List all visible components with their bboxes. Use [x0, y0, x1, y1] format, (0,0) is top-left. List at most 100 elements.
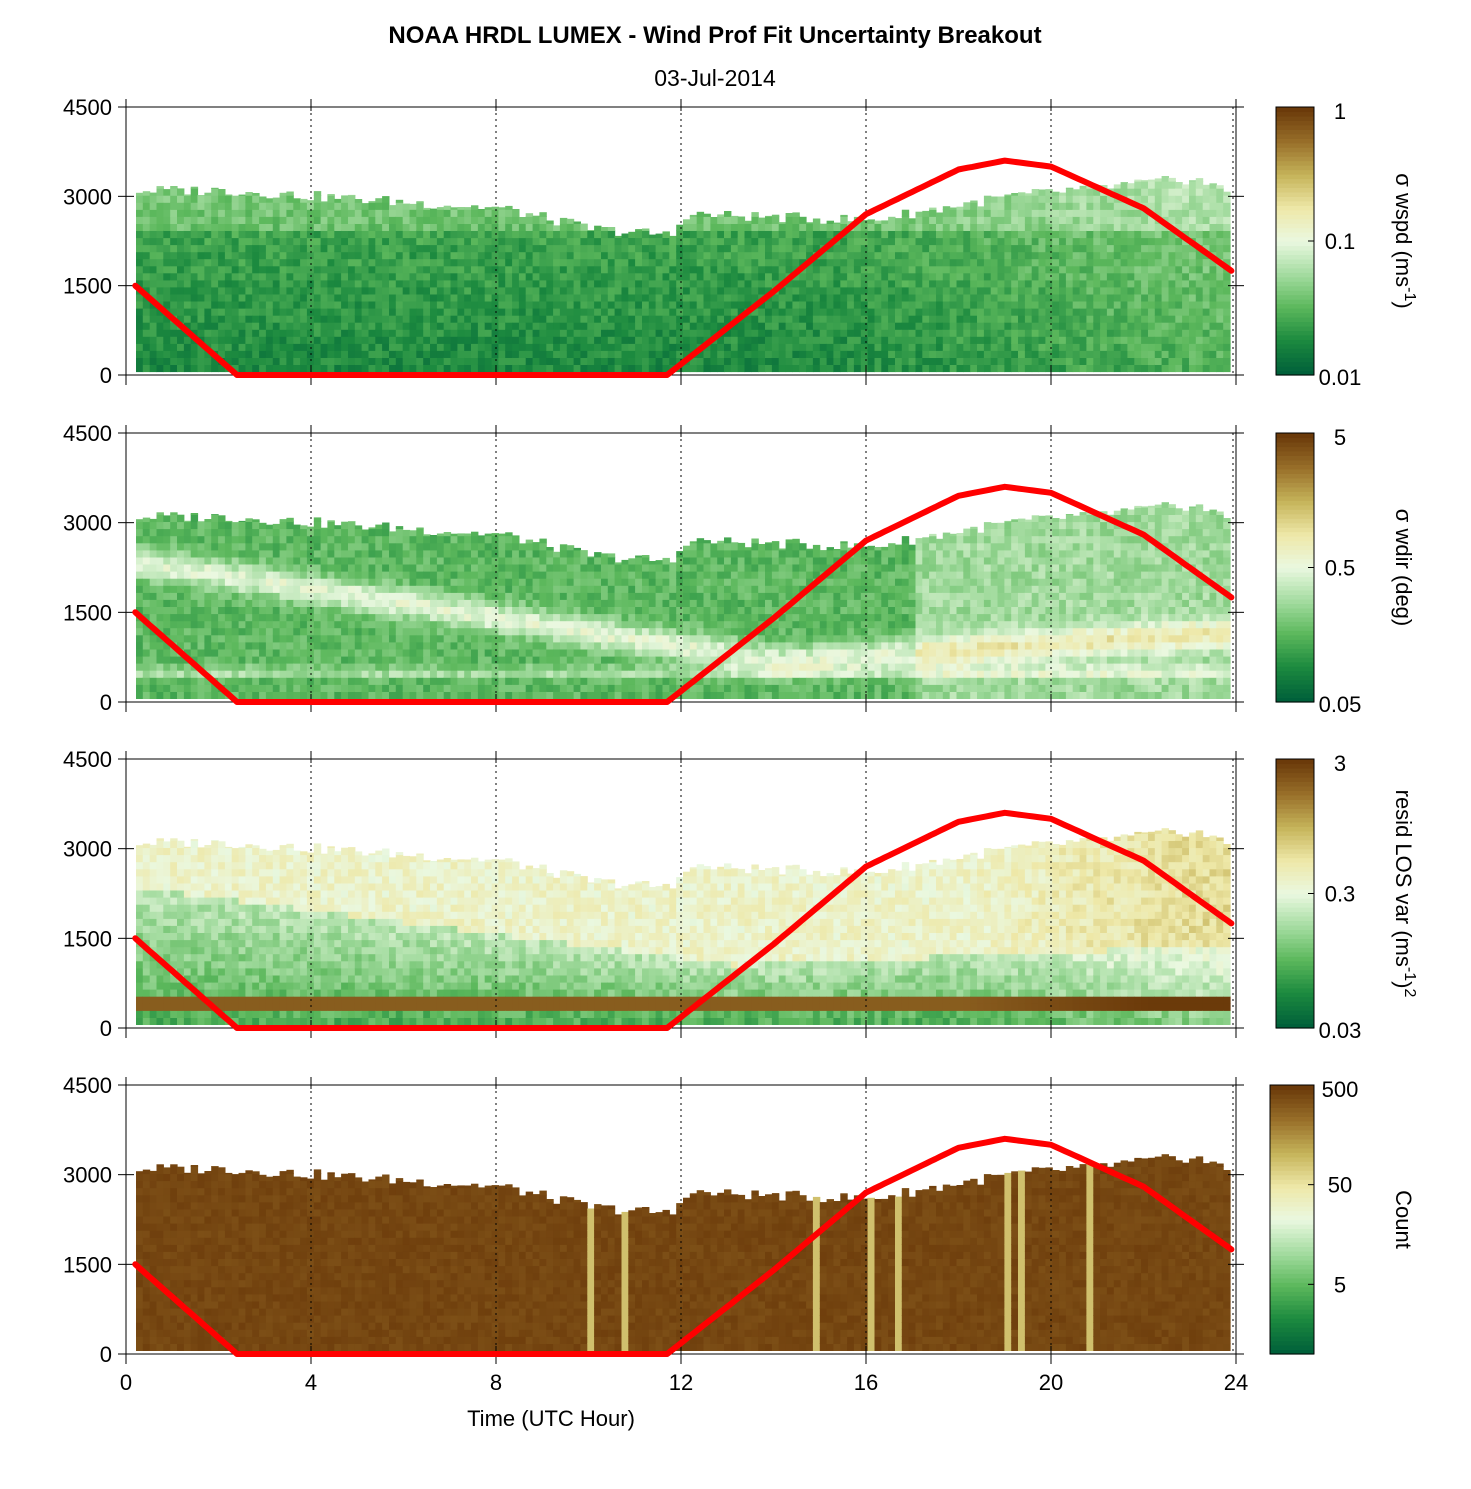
heatmap-cell — [669, 251, 677, 260]
heatmap-cell — [867, 286, 875, 295]
heatmap-cell — [1093, 251, 1101, 260]
heatmap-cell — [327, 329, 335, 337]
heatmap-cell — [908, 329, 916, 337]
heatmap-cell — [771, 329, 780, 337]
heatmap-cell — [518, 357, 527, 365]
heatmap-cell — [190, 286, 199, 295]
heatmap-cell — [1175, 300, 1183, 309]
heatmap-cell — [744, 220, 752, 224]
heatmap-cell — [238, 535, 246, 544]
heatmap-cell — [908, 230, 916, 239]
heatmap-cell — [204, 677, 212, 685]
heatmap-cell — [286, 300, 294, 309]
heatmap-cell — [170, 230, 178, 239]
heatmap-cell — [300, 286, 308, 295]
heatmap-cell — [279, 343, 287, 351]
heatmap-cell — [382, 522, 390, 530]
heatmap-cell — [1045, 189, 1053, 196]
heatmap-cell — [265, 556, 274, 565]
heatmap-cell — [1134, 223, 1142, 231]
heatmap-cell — [1120, 329, 1128, 337]
heatmap-cell — [293, 578, 301, 586]
heatmap-cell — [546, 220, 554, 224]
heatmap-cell — [922, 343, 930, 351]
heatmap-cell — [348, 620, 356, 629]
heatmap-cell — [1175, 223, 1183, 231]
heatmap-cell — [136, 279, 144, 288]
heatmap-cell — [983, 286, 992, 295]
heatmap-cell — [457, 300, 465, 309]
heatmap-cell — [553, 315, 561, 323]
heatmap-cell — [382, 279, 390, 288]
heatmap-cell — [293, 556, 301, 565]
heatmap-cell — [1011, 258, 1019, 267]
heatmap-cell — [614, 343, 622, 351]
heatmap-cell — [601, 350, 609, 358]
heatmap-cell — [300, 525, 308, 530]
heatmap-cell — [457, 322, 465, 330]
heatmap-cell — [286, 684, 294, 692]
heatmap-cell — [375, 279, 383, 288]
heatmap-cell — [252, 329, 260, 337]
heatmap-cell — [1189, 223, 1197, 231]
heatmap-cell — [1216, 216, 1224, 224]
heatmap-cell — [840, 315, 848, 323]
heatmap-cell — [840, 258, 848, 267]
heatmap-cell — [245, 300, 253, 309]
heatmap-cell — [354, 542, 363, 551]
heatmap-cell — [751, 230, 759, 239]
heatmap-cell — [696, 265, 705, 274]
heatmap-cell — [211, 691, 219, 699]
heatmap-cell — [279, 641, 287, 650]
heatmap-cell — [1161, 329, 1169, 337]
heatmap-cell — [1216, 329, 1224, 337]
heatmap-cell — [648, 234, 657, 239]
heatmap-cell — [853, 272, 862, 281]
heatmap-cell — [1127, 188, 1135, 196]
heatmap-cell — [785, 308, 793, 316]
heatmap-cell — [136, 634, 144, 643]
heatmap-cell — [1223, 364, 1231, 373]
heatmap-cell — [136, 343, 144, 351]
heatmap-cell — [1045, 279, 1053, 288]
heatmap-cell — [710, 244, 718, 253]
heatmap-cell — [532, 230, 540, 239]
heatmap-cell — [484, 251, 493, 260]
heatmap-cell — [936, 216, 944, 224]
heatmap-cell — [464, 357, 472, 365]
heatmap-cell — [1223, 202, 1231, 210]
heatmap-cell — [416, 300, 424, 309]
heatmap-cell — [348, 571, 356, 579]
heatmap-cell — [218, 606, 226, 615]
heatmap-cell — [942, 350, 951, 358]
heatmap-cell — [259, 599, 267, 607]
heatmap-cell — [915, 293, 923, 302]
heatmap-cell — [423, 300, 431, 309]
heatmap-cell — [683, 315, 691, 323]
heatmap-cell — [936, 237, 944, 246]
heatmap-cell — [1024, 265, 1033, 274]
heatmap-cell — [594, 293, 602, 302]
heatmap-cell — [272, 350, 281, 358]
heatmap-cell — [1189, 329, 1197, 337]
heatmap-cell — [368, 527, 376, 530]
heatmap-cell — [361, 592, 369, 600]
heatmap-cell — [1038, 279, 1046, 288]
heatmap-cell — [1182, 272, 1190, 281]
heatmap-cell — [402, 357, 411, 365]
heatmap-cell — [737, 343, 746, 351]
heatmap-cell — [382, 322, 390, 330]
heatmap-cell — [402, 691, 411, 699]
heatmap-cell — [1038, 216, 1046, 224]
heatmap-cell — [860, 230, 869, 239]
heatmap-cell — [224, 670, 233, 678]
heatmap-cell — [272, 599, 281, 607]
colorbar-cell — [1276, 196, 1314, 202]
heatmap-cell — [238, 571, 246, 579]
heatmap-cell — [245, 216, 253, 224]
heatmap-cell — [361, 556, 369, 565]
heatmap-cell — [635, 357, 643, 365]
heatmap-cell — [1216, 237, 1224, 246]
heatmap-cell — [361, 308, 369, 316]
heatmap-cell — [1024, 286, 1033, 295]
